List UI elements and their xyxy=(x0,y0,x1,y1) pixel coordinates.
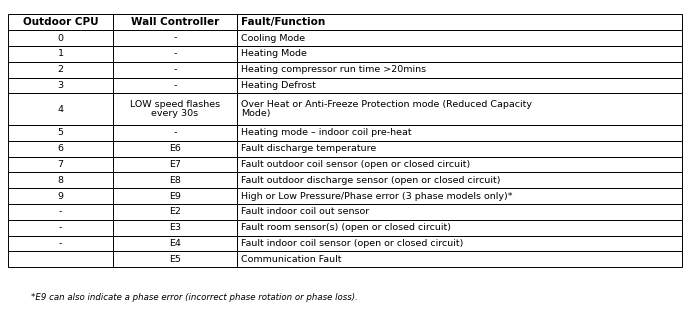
Text: E6: E6 xyxy=(169,144,181,153)
Bar xyxy=(237,14,682,30)
Bar xyxy=(237,62,682,78)
Text: LOW speed flashes: LOW speed flashes xyxy=(130,100,220,109)
Text: Fault outdoor discharge sensor (open or closed circuit): Fault outdoor discharge sensor (open or … xyxy=(241,176,501,185)
Text: 3: 3 xyxy=(57,81,63,90)
Text: -: - xyxy=(173,128,177,137)
Bar xyxy=(237,78,682,93)
Bar xyxy=(112,30,237,46)
Bar xyxy=(112,141,237,156)
Bar xyxy=(237,156,682,172)
Bar xyxy=(237,30,682,46)
Text: High or Low Pressure/Phase error (3 phase models only)*: High or Low Pressure/Phase error (3 phas… xyxy=(241,191,513,201)
Bar xyxy=(112,62,237,78)
Text: 1: 1 xyxy=(57,49,63,58)
Text: Fault/Function: Fault/Function xyxy=(241,17,326,27)
Text: 8: 8 xyxy=(57,176,63,185)
Text: -: - xyxy=(173,49,177,58)
Bar xyxy=(237,172,682,188)
Bar xyxy=(237,220,682,236)
Bar xyxy=(8,188,112,204)
Text: 4: 4 xyxy=(57,105,63,114)
Text: Fault indoor coil sensor (open or closed circuit): Fault indoor coil sensor (open or closed… xyxy=(241,239,464,248)
Text: 9: 9 xyxy=(57,191,63,201)
Bar xyxy=(112,14,237,30)
Bar xyxy=(8,220,112,236)
Bar xyxy=(8,236,112,251)
Text: Wall Controller: Wall Controller xyxy=(131,17,219,27)
Text: E7: E7 xyxy=(169,160,181,169)
Text: Mode): Mode) xyxy=(241,109,271,118)
Text: 6: 6 xyxy=(57,144,63,153)
Text: -: - xyxy=(173,81,177,90)
Bar xyxy=(237,46,682,62)
Bar xyxy=(8,62,112,78)
Text: -: - xyxy=(59,239,62,248)
Text: Over Heat or Anti-Freeze Protection mode (Reduced Capacity: Over Heat or Anti-Freeze Protection mode… xyxy=(241,100,533,109)
Bar xyxy=(112,251,237,267)
Bar xyxy=(237,93,682,125)
Text: 5: 5 xyxy=(57,128,63,137)
Bar xyxy=(8,46,112,62)
Text: Fault indoor coil out sensor: Fault indoor coil out sensor xyxy=(241,207,370,216)
Bar xyxy=(8,251,112,267)
Text: E5: E5 xyxy=(169,255,181,264)
Text: E2: E2 xyxy=(169,207,181,216)
Text: Heating Defrost: Heating Defrost xyxy=(241,81,316,90)
Bar xyxy=(8,93,112,125)
Bar xyxy=(8,78,112,93)
Bar xyxy=(112,46,237,62)
Text: -: - xyxy=(173,65,177,74)
Bar xyxy=(8,204,112,220)
Text: 0: 0 xyxy=(57,33,63,43)
Text: Fault discharge temperature: Fault discharge temperature xyxy=(241,144,377,153)
Text: 7: 7 xyxy=(57,160,63,169)
Bar xyxy=(112,93,237,125)
Bar xyxy=(8,141,112,156)
Bar xyxy=(8,172,112,188)
Text: Heating compressor run time >20mins: Heating compressor run time >20mins xyxy=(241,65,426,74)
Text: Fault room sensor(s) (open or closed circuit): Fault room sensor(s) (open or closed cir… xyxy=(241,223,451,232)
Bar xyxy=(8,30,112,46)
Bar xyxy=(112,78,237,93)
Text: E4: E4 xyxy=(169,239,181,248)
Text: Communication Fault: Communication Fault xyxy=(241,255,342,264)
Text: -: - xyxy=(59,223,62,232)
Text: Heating Mode: Heating Mode xyxy=(241,49,307,58)
Text: E8: E8 xyxy=(169,176,181,185)
Bar xyxy=(237,251,682,267)
Text: Fault outdoor coil sensor (open or closed circuit): Fault outdoor coil sensor (open or close… xyxy=(241,160,471,169)
Bar xyxy=(112,236,237,251)
Bar xyxy=(112,188,237,204)
Text: every 30s: every 30s xyxy=(151,109,199,118)
Text: Cooling Mode: Cooling Mode xyxy=(241,33,306,43)
Bar xyxy=(112,204,237,220)
Text: *E9 can also indicate a phase error (incorrect phase rotation or phase loss).: *E9 can also indicate a phase error (inc… xyxy=(31,293,358,302)
Text: -: - xyxy=(59,207,62,216)
Bar xyxy=(112,172,237,188)
Bar xyxy=(8,125,112,141)
Bar xyxy=(237,204,682,220)
Bar xyxy=(237,236,682,251)
Bar xyxy=(112,125,237,141)
Text: Heating mode – indoor coil pre-heat: Heating mode – indoor coil pre-heat xyxy=(241,128,412,137)
Bar xyxy=(8,14,112,30)
Text: -: - xyxy=(173,33,177,43)
Bar xyxy=(237,125,682,141)
Bar xyxy=(112,156,237,172)
Bar xyxy=(112,220,237,236)
Bar xyxy=(237,141,682,156)
Text: E9: E9 xyxy=(169,191,181,201)
Bar xyxy=(8,156,112,172)
Bar xyxy=(237,188,682,204)
Text: E3: E3 xyxy=(169,223,181,232)
Text: 2: 2 xyxy=(57,65,63,74)
Text: Outdoor CPU: Outdoor CPU xyxy=(23,17,98,27)
